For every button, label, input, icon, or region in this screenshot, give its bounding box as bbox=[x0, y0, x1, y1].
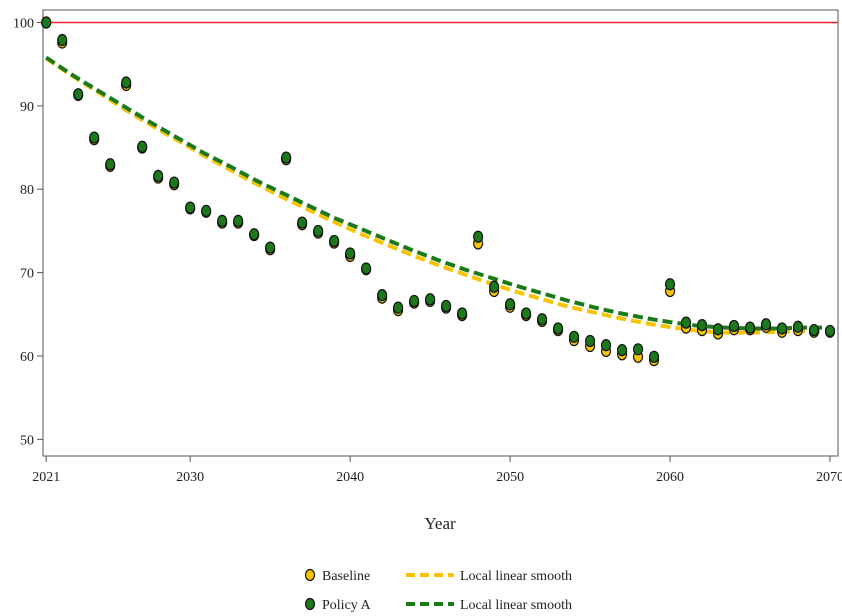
smooth-line-policy-a bbox=[45, 55, 830, 331]
legend-label-baseline: Baseline bbox=[322, 569, 370, 584]
point-policy-a bbox=[648, 350, 660, 363]
x-tick-label: 2021 bbox=[32, 470, 60, 485]
point-policy-a bbox=[504, 298, 516, 311]
point-policy-a bbox=[728, 319, 740, 333]
point-policy-a bbox=[824, 324, 836, 338]
x-tick-label: 2060 bbox=[656, 470, 684, 485]
point-policy-a bbox=[456, 307, 468, 320]
y-tick-label: 90 bbox=[20, 100, 34, 115]
point-policy-a bbox=[233, 214, 244, 228]
point-policy-a bbox=[57, 33, 68, 47]
x-axis: 2021 2030 2040 2050 2060 2070 bbox=[32, 456, 842, 485]
point-policy-a bbox=[712, 323, 724, 336]
point-policy-a bbox=[345, 247, 356, 260]
point-policy-a bbox=[217, 214, 228, 228]
y-tick-label: 70 bbox=[20, 267, 34, 282]
point-policy-a bbox=[520, 307, 532, 320]
point-policy-a bbox=[552, 322, 564, 335]
legend-label-policy-a-smooth: Local linear smooth bbox=[460, 598, 572, 613]
point-policy-a bbox=[696, 319, 708, 332]
point-policy-a bbox=[137, 140, 148, 153]
point-policy-a bbox=[297, 216, 308, 229]
point-policy-a bbox=[472, 230, 484, 243]
x-tick-label: 2050 bbox=[496, 470, 524, 485]
legend: Baseline Local linear smooth Policy A Lo… bbox=[304, 568, 572, 613]
point-policy-a bbox=[440, 299, 452, 313]
point-policy-a bbox=[89, 131, 100, 144]
point-policy-a bbox=[393, 301, 404, 314]
point-policy-a bbox=[616, 344, 628, 357]
point-policy-a bbox=[808, 324, 820, 337]
point-policy-a bbox=[105, 158, 116, 171]
plot-frame bbox=[42, 9, 839, 457]
point-policy-a bbox=[313, 224, 324, 238]
legend-label-baseline-smooth: Local linear smooth bbox=[460, 569, 572, 584]
legend-label-policy-a: Policy A bbox=[322, 598, 372, 613]
point-policy-a bbox=[249, 228, 260, 241]
point-policy-a bbox=[664, 278, 676, 291]
smooth-lines bbox=[45, 55, 830, 335]
y-tick-label: 50 bbox=[20, 433, 34, 448]
y-axis: 50 60 70 80 90 100 bbox=[13, 17, 43, 448]
point-policy-a bbox=[488, 280, 500, 293]
point-policy-a bbox=[121, 76, 132, 89]
point-policy-a bbox=[361, 262, 372, 275]
point-policy-a bbox=[536, 313, 548, 326]
x-tick-label: 2040 bbox=[336, 470, 364, 485]
point-policy-a bbox=[201, 204, 212, 218]
point-policy-a bbox=[568, 330, 580, 343]
point-policy-a bbox=[41, 16, 52, 29]
scatter-points bbox=[41, 16, 836, 367]
point-policy-a bbox=[680, 316, 692, 329]
point-policy-a bbox=[792, 320, 804, 333]
point-policy-a bbox=[377, 289, 388, 302]
point-policy-a bbox=[744, 321, 756, 334]
point-policy-a bbox=[760, 318, 772, 331]
point-policy-a bbox=[584, 334, 596, 348]
legend-marker-policy-a bbox=[304, 597, 316, 611]
point-policy-a bbox=[281, 151, 292, 164]
point-policy-a bbox=[185, 201, 196, 214]
point-policy-a bbox=[73, 88, 84, 101]
point-policy-a bbox=[153, 169, 164, 182]
point-policy-a bbox=[425, 293, 436, 306]
point-policy-a bbox=[600, 339, 612, 352]
point-policy-a bbox=[632, 343, 644, 356]
point-policy-a bbox=[265, 241, 276, 254]
x-axis-title: Year bbox=[424, 514, 456, 533]
y-tick-label: 80 bbox=[20, 183, 34, 198]
x-tick-label: 2070 bbox=[816, 470, 842, 485]
y-tick-label: 60 bbox=[20, 350, 34, 365]
point-policy-a bbox=[329, 234, 340, 248]
y-tick-label: 100 bbox=[13, 17, 34, 32]
legend-marker-baseline bbox=[304, 568, 316, 582]
point-policy-a bbox=[776, 322, 788, 335]
x-tick-label: 2030 bbox=[176, 470, 204, 485]
smooth-line-baseline bbox=[45, 56, 830, 335]
point-policy-a bbox=[169, 176, 180, 189]
point-policy-a bbox=[409, 294, 420, 308]
